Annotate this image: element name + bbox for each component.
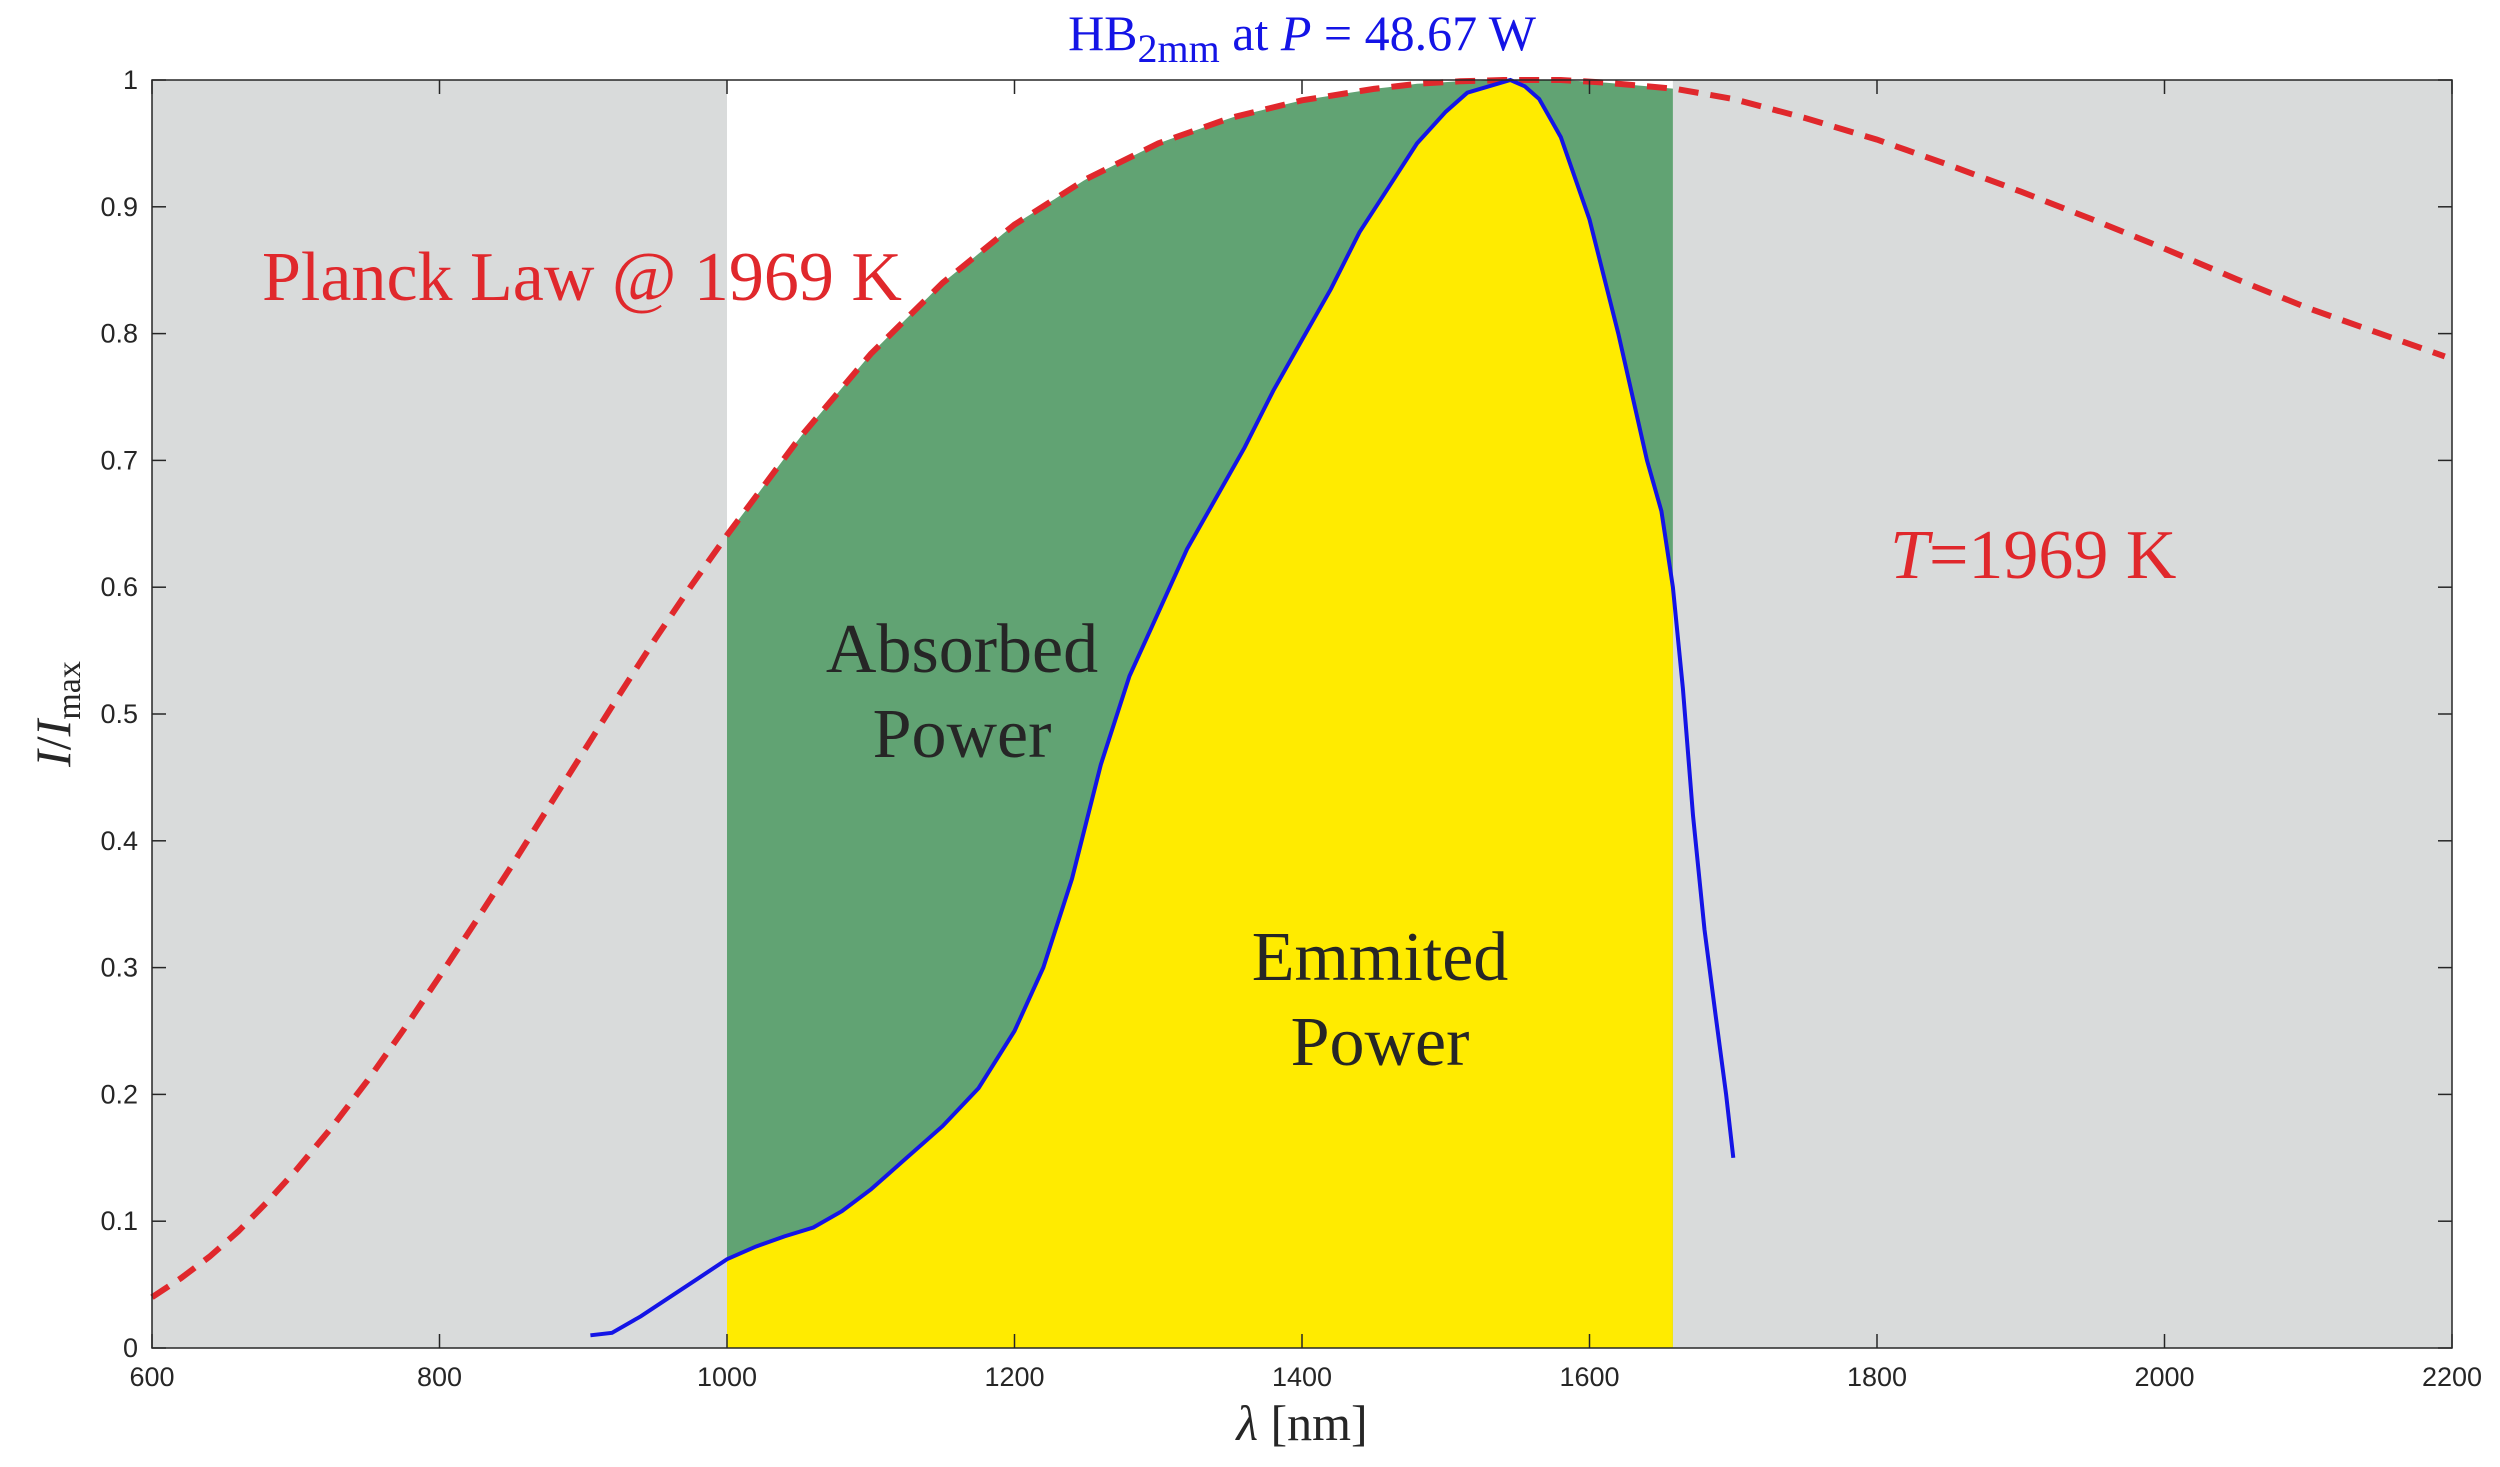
y-tick-label: 0.6 [100,572,138,602]
emitted-power-area [727,80,1673,1348]
y-tick-label: 0.4 [100,826,138,856]
planck-curve [150,77,2446,1300]
y-tick-label: 0.3 [100,953,138,983]
outside-window-right [1672,80,2452,1348]
title-middle: at [1220,5,1281,61]
emitted-label-line1: Emmited [1252,919,1509,996]
x-tick-label: 800 [417,1362,462,1392]
y-axis-denom-sub: max [51,661,88,720]
y-axis-var: I [25,748,81,768]
absorbed-label-line2: Power [873,696,1052,773]
y-tick-label: 0.5 [100,699,138,729]
y-tick-label: 0 [123,1333,138,1363]
absorbed-label-line1: Absorbed [826,611,1098,688]
x-tick-label: 2000 [2134,1362,2194,1392]
x-tick-label: 1200 [984,1362,1044,1392]
x-axis-symbol: λ [1234,1395,1258,1451]
y-tick-label: 1 [123,65,138,95]
x-tick-label: 1600 [1559,1362,1619,1392]
x-tick-label: 1400 [1272,1362,1332,1392]
planck-annotation: Planck Law @ 1969 K [262,239,902,316]
y-tick-label: 0.2 [100,1079,138,1109]
temperature-var: T [1890,517,1934,594]
measured-spectrum-curve [590,77,1736,1338]
y-tick-label: 0.8 [100,319,138,349]
y-axis-denom: I [25,717,81,737]
y-tick-label: 0.1 [100,1206,138,1236]
x-axis-ticks: 600 800 1000 1200 1400 1600 1800 2000 2200 [129,80,2482,1392]
title-suffix: = 48.67 W [1311,5,1536,61]
temperature-annotation: T=1969 K [1890,517,2176,594]
x-axis-unit: [nm] [1258,1395,1368,1451]
x-tick-label: 2200 [2422,1362,2482,1392]
x-axis-label: λ [nm] [1234,1395,1367,1451]
emitted-label-line2: Power [1291,1004,1470,1081]
y-axis-label: I/Imax [25,661,88,768]
y-axis-slash: / [25,736,81,750]
title-var: P [1280,5,1312,61]
chart-title: HB2mm at P = 48.67 W [1068,5,1537,71]
x-tick-label: 600 [129,1362,174,1392]
y-tick-label: 0.9 [100,192,138,222]
x-tick-label: 1000 [697,1362,757,1392]
outside-window-left [152,80,727,1348]
y-axis-ticks: 0 0.1 0.2 0.3 0.4 0.5 0.6 0.7 0.8 0.9 1 [100,65,2452,1363]
x-tick-label: 1800 [1847,1362,1907,1392]
title-subscript: 2mm [1138,26,1220,71]
title-prefix: HB [1068,5,1137,61]
y-tick-label: 0.7 [100,445,138,475]
temperature-value: =1969 K [1929,517,2177,594]
